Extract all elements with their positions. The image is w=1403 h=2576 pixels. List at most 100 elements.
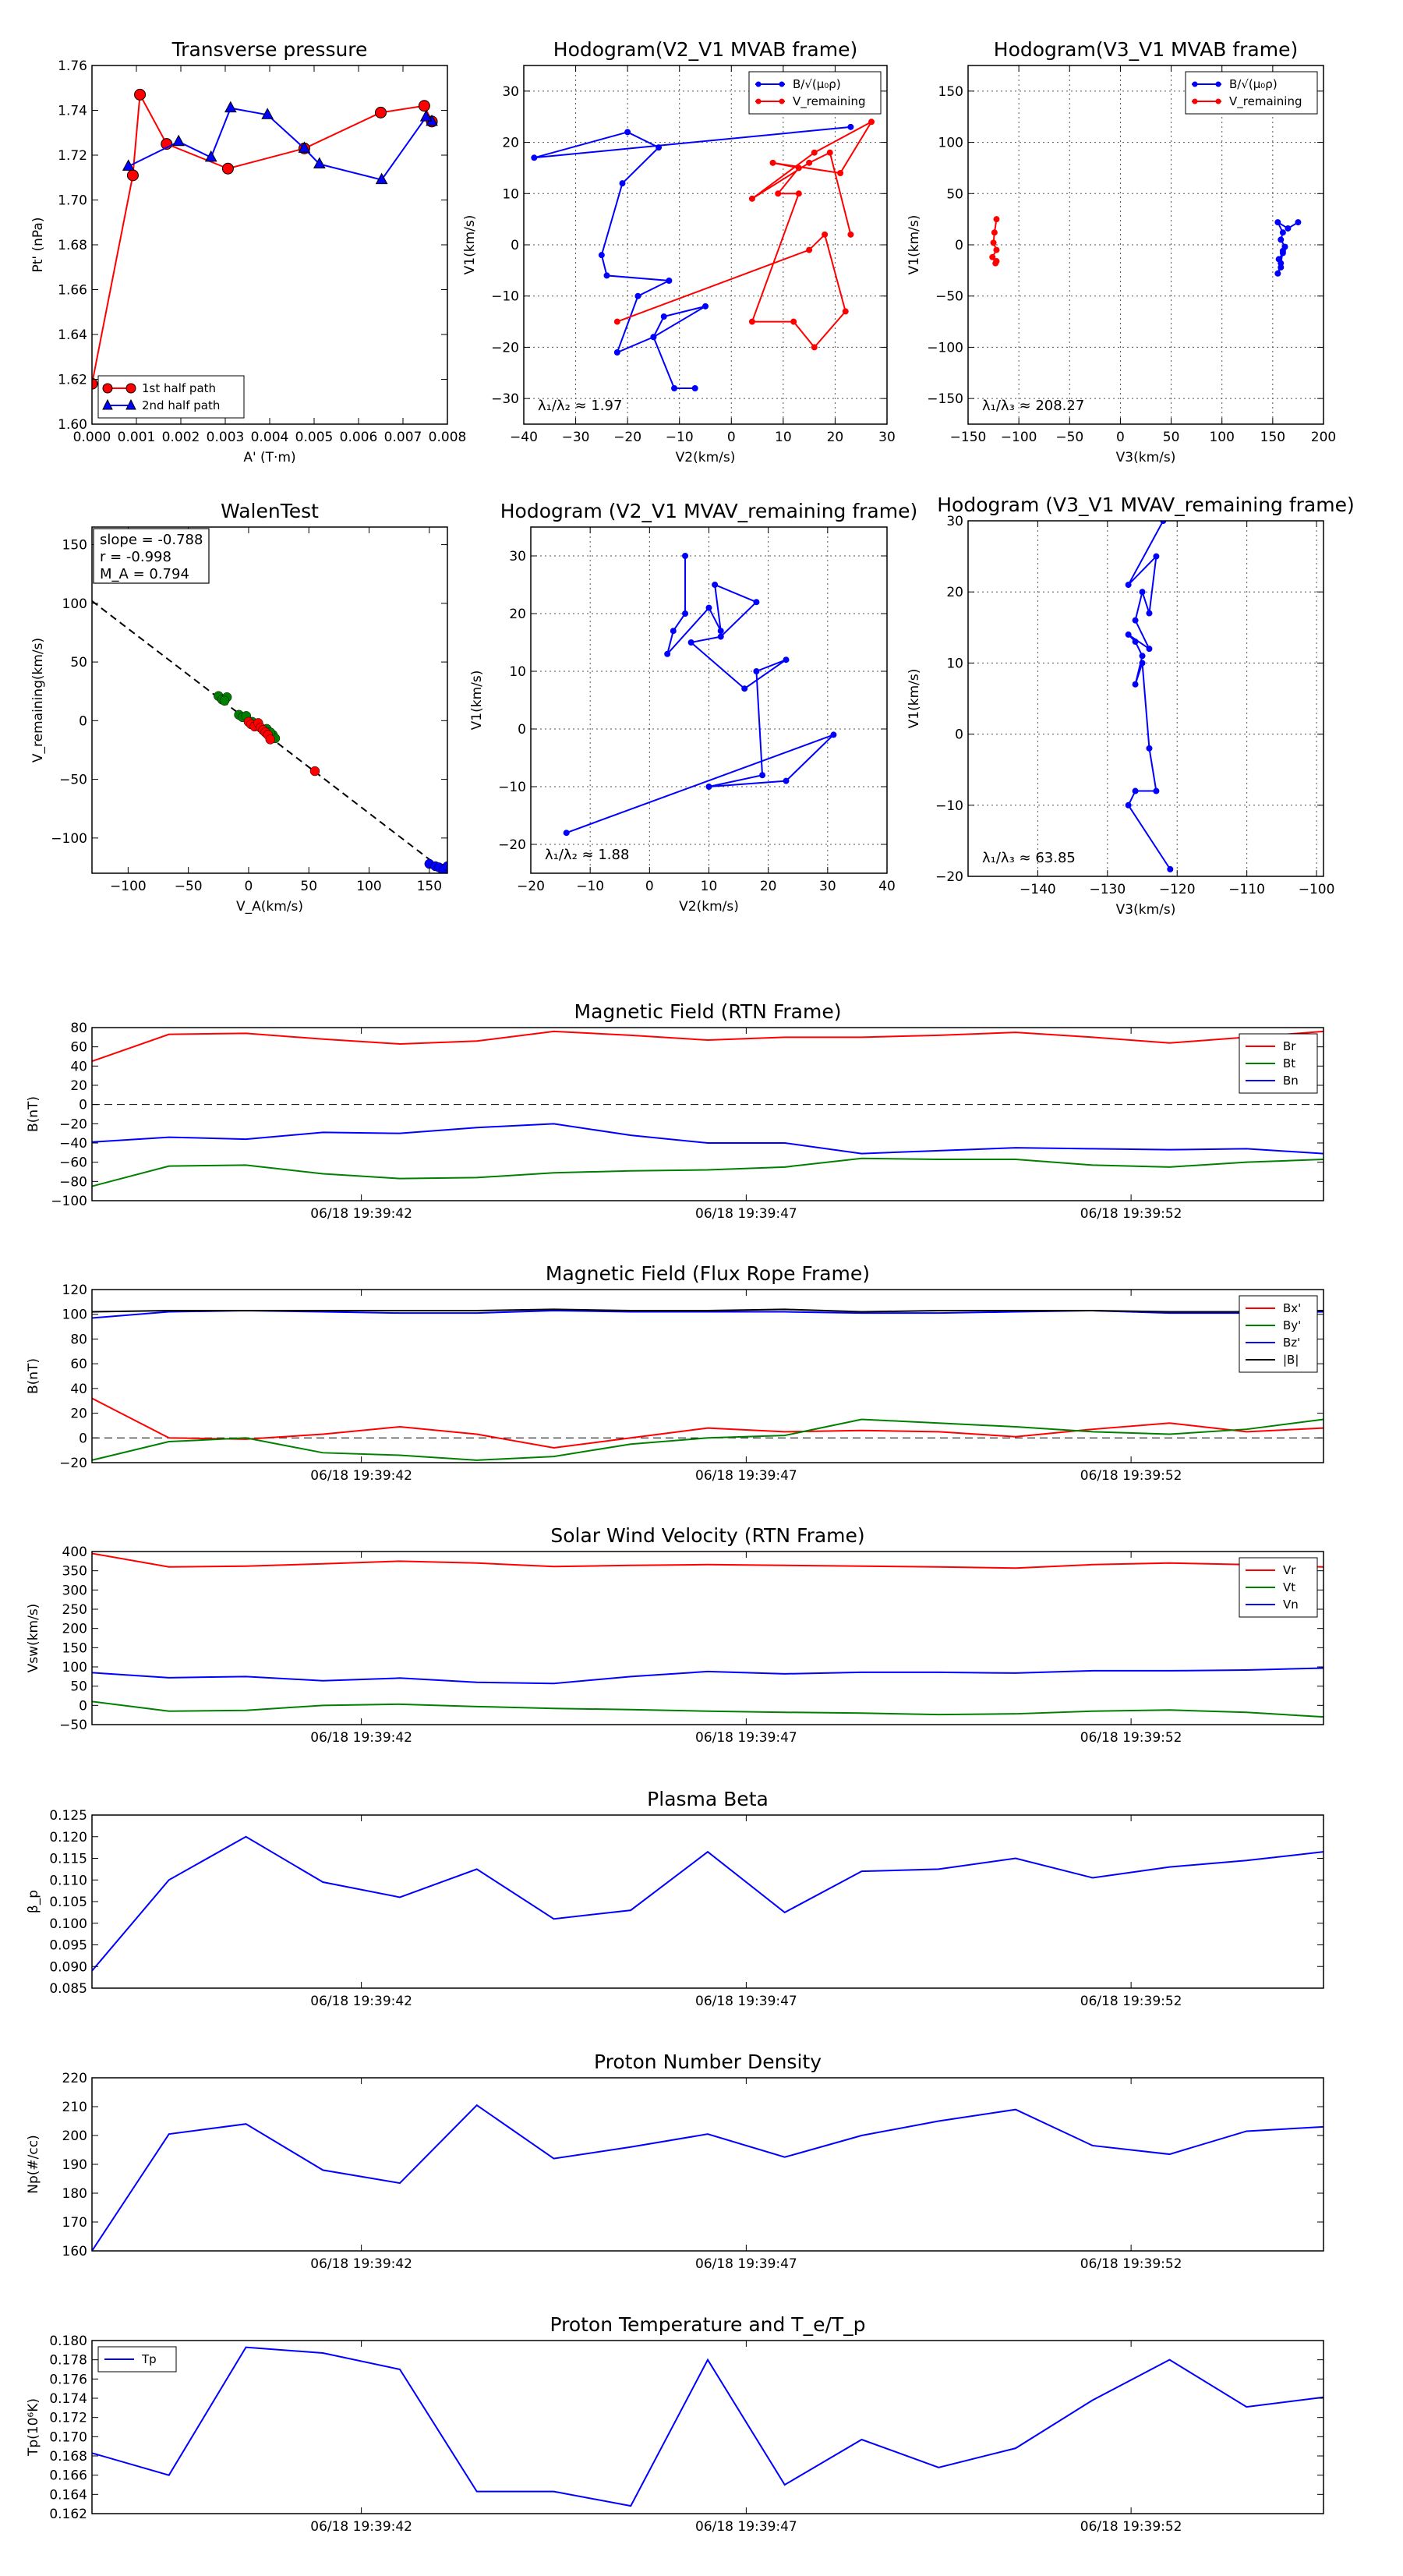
data-point: [172, 134, 185, 147]
chart-title: Hodogram (V2_V1 MVAV_remaining frame): [500, 500, 918, 522]
x-tick-label: 50: [300, 879, 317, 894]
x-tick-label: 0.001: [118, 430, 156, 445]
x-tick-label: 06/18 19:39:47: [695, 2256, 797, 2272]
y-tick-label: 170: [62, 2215, 87, 2231]
data-point: [1146, 610, 1153, 617]
x-tick-label: −40: [510, 430, 538, 445]
data-point: [671, 385, 678, 391]
data-point: [313, 157, 326, 168]
y-tick-label: 100: [62, 1307, 87, 1323]
x-axis-label: V_A(km/s): [236, 899, 303, 915]
axes-frame: [91, 1814, 1324, 1989]
data-point: [1146, 745, 1153, 752]
x-tick-label: 150: [417, 879, 442, 894]
y-tick-label: 50: [946, 186, 963, 202]
data-point: [1139, 589, 1146, 596]
chart-title: Magnetic Field (RTN Frame): [574, 1000, 842, 1023]
series-line-Br: [92, 1030, 1323, 1063]
data-point: [531, 154, 538, 161]
chart-h4: Hodogram (V3_V1 MVAV_remaining frame) −14…: [906, 494, 1355, 918]
y-tick-label: 0.120: [49, 1830, 87, 1845]
data-point: [806, 246, 813, 253]
data-point: [993, 216, 1000, 223]
y-tick-label: 200: [62, 1622, 87, 1637]
x-tick-label: −50: [175, 879, 203, 894]
x-tick-label: −30: [562, 430, 590, 445]
legend: Vr Vt Vn: [1239, 1557, 1318, 1618]
y-tick-label: 0: [79, 1698, 87, 1714]
data-point: [811, 344, 818, 351]
data-point: [993, 258, 1000, 265]
x-tick-label: −140: [1020, 882, 1056, 897]
axes-frame: [91, 65, 448, 425]
y-tick-label: −50: [59, 1718, 87, 1733]
y-tick-label: 220: [62, 2071, 87, 2086]
data-point: [219, 695, 230, 706]
x-tick-label: 06/18 19:39:47: [695, 2519, 797, 2535]
y-tick-label: 150: [62, 538, 87, 554]
plot-area: [531, 119, 875, 391]
x-tick-label: 0.006: [340, 430, 378, 445]
legend-label: Bx': [1283, 1301, 1301, 1315]
legend-label: Bz': [1283, 1336, 1300, 1350]
x-tick-label: 200: [1311, 430, 1336, 445]
data-point: [92, 377, 98, 390]
data-point: [790, 318, 797, 325]
legend-marker: [779, 98, 785, 104]
legend-label: Vt: [1283, 1580, 1295, 1594]
y-tick-label: −20: [498, 837, 526, 853]
data-point: [265, 734, 276, 745]
x-tick-label: 20: [827, 430, 844, 445]
y-axis-label: Tp(10⁶K): [26, 2398, 41, 2457]
y-tick-label: 0: [79, 713, 87, 729]
y-tick-label: 40: [70, 1059, 87, 1074]
data-point: [261, 108, 274, 119]
y-tick-label: −50: [935, 289, 963, 305]
data-point: [1139, 660, 1146, 667]
series-line-V_remaining: [566, 556, 835, 834]
data-point: [847, 231, 854, 238]
y-tick-label: −30: [491, 391, 519, 407]
legend-label: Bt: [1283, 1056, 1295, 1070]
y-axis-label: V1(km/s): [906, 215, 922, 275]
data-point: [691, 385, 698, 391]
y-tick-label: 30: [509, 549, 526, 564]
axes-frame: [91, 526, 448, 874]
y-tick-label: 0.090: [49, 1959, 87, 1975]
y-tick-label: 0: [518, 722, 526, 738]
series-line-1st half path: [92, 91, 433, 384]
axes-frame: [91, 1551, 1324, 1725]
x-tick-label: 06/18 19:39:47: [695, 1994, 797, 2009]
chart-title: Plasma Beta: [647, 1788, 769, 1810]
legend-marker: [755, 81, 762, 87]
plot-area: [92, 88, 438, 390]
x-tick-label: 10: [701, 879, 718, 894]
x-tick-label: −130: [1089, 882, 1126, 897]
x-tick-label: −150: [950, 430, 987, 445]
y-tick-label: 0.085: [49, 1981, 87, 1997]
legend-marker: [1215, 81, 1221, 87]
plot-area: [92, 1835, 1323, 1972]
data-point: [1160, 521, 1167, 524]
legend-frame: [97, 375, 245, 419]
data-point: [759, 772, 766, 779]
x-tick-label: 06/18 19:39:42: [310, 1206, 412, 1222]
x-tick-label: −20: [517, 879, 545, 894]
y-tick-label: 0: [79, 1098, 87, 1113]
y-tick-label: 0.110: [49, 1873, 87, 1888]
x-tick-label: 30: [878, 430, 896, 445]
data-point: [795, 165, 802, 172]
data-point: [1279, 229, 1286, 236]
x-tick-label: 06/18 19:39:47: [695, 1468, 797, 1484]
y-tick-label: 210: [62, 2100, 87, 2115]
y-tick-label: 60: [70, 1357, 87, 1372]
y-axis-label: B(nT): [26, 1358, 41, 1394]
series-line-2nd half path: [128, 107, 433, 181]
data-point: [603, 272, 610, 279]
data-point: [687, 639, 694, 646]
series-line-Bn: [92, 1123, 1323, 1155]
series-line-B/√(μ₀ρ): [534, 126, 851, 389]
x-tick-label: 20: [760, 879, 777, 894]
y-tick-label: 160: [62, 2244, 87, 2259]
